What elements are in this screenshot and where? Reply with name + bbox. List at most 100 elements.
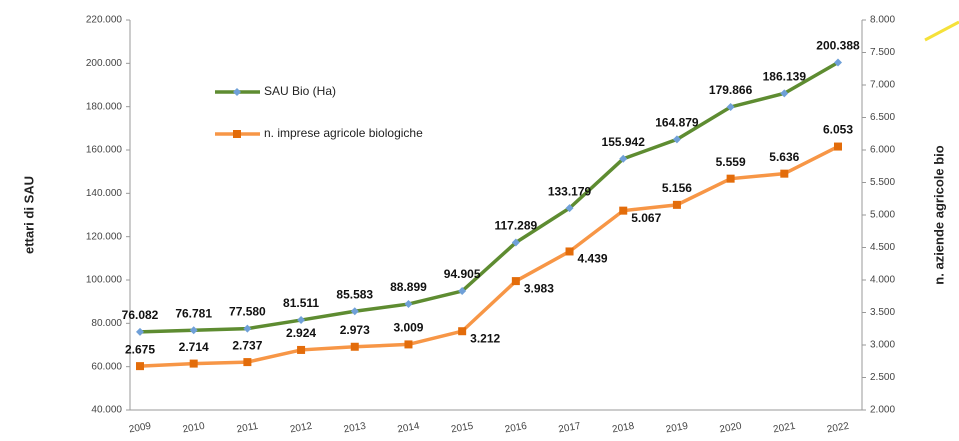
marker [136,362,144,371]
marker [243,324,252,333]
marker [511,238,520,247]
data-label: 81.511 [283,296,319,310]
marker [619,154,628,163]
data-label: 2.737 [232,338,262,352]
marker [672,135,681,144]
legend-marker [233,130,241,138]
x-tick-label: 2012 [289,421,313,436]
x-tick-label: 2018 [611,421,635,436]
data-label: 5.636 [769,150,799,164]
data-label: 88.899 [390,280,427,294]
y-tick-label: 200.000 [86,58,123,69]
marker [780,169,789,178]
y-tick-label: 60.000 [91,361,122,372]
x-tick-label: 2009 [128,421,152,436]
x-tick-label: 2020 [719,421,743,436]
marker [458,327,467,336]
data-label: 94.905 [444,267,481,281]
y2-tick-label: 5.000 [870,210,895,221]
y2-tick-label: 2.000 [870,405,895,416]
x-tick-label: 2017 [558,421,582,436]
marker [780,89,789,98]
data-label: 2.924 [286,326,316,340]
data-label: 85.583 [336,287,373,301]
data-label: 179.866 [709,83,753,97]
data-label: 77.580 [229,305,266,319]
y-tick-label: 120.000 [86,231,123,242]
legend-label: n. imprese agricole biologiche [264,126,423,140]
y2-tick-label: 7.500 [870,47,895,58]
x-tick-label: 2021 [772,421,796,436]
marker [834,58,842,67]
x-tick-label: 2019 [665,421,689,436]
marker [619,206,628,215]
y2-axis-label: n. aziende agricole bio [931,145,946,284]
data-label: 5.156 [662,181,692,195]
data-label: 117.289 [494,219,537,233]
marker [511,277,520,286]
marker [350,342,359,351]
data-label: 5.559 [716,155,746,169]
series-line [139,144,839,368]
data-label: 5.067 [631,211,661,225]
data-label: 2.973 [340,323,370,337]
y-tick-label: 220.000 [86,15,123,26]
data-label: 3.212 [470,331,500,345]
data-label: 4.439 [578,252,608,266]
data-label: 155.942 [602,135,646,149]
x-tick-label: 2013 [343,421,367,436]
series-line [139,60,839,334]
y-tick-label: 100.000 [86,275,123,286]
marker [297,345,306,354]
y-tick-label: 180.000 [86,101,123,112]
marker [458,287,467,296]
marker [834,142,842,151]
data-label: 186.139 [763,70,807,84]
x-tick-label: 2022 [826,421,850,436]
data-label: 3.983 [524,281,554,295]
marker [243,358,252,367]
data-label: 76.082 [122,308,159,322]
y2-tick-label: 8.000 [870,15,895,26]
marker [136,327,144,336]
y2-tick-label: 4.000 [870,275,895,286]
data-label: 200.388 [816,39,860,53]
y-tick-label: 40.000 [91,405,122,416]
y2-tick-label: 6.000 [870,145,895,156]
x-tick-label: 2014 [397,421,421,436]
data-label: 164.879 [655,116,699,130]
marker [404,340,413,349]
y-tick-label: 140.000 [86,188,123,199]
marker [726,102,735,111]
legend-marker [233,88,241,96]
marker [189,359,198,368]
y2-tick-label: 5.500 [870,177,895,188]
marker [726,174,735,183]
data-label: 133.179 [548,184,592,198]
y-tick-label: 160.000 [86,145,123,156]
y2-tick-label: 6.500 [870,112,895,123]
marker [350,307,359,316]
y2-tick-label: 2.500 [870,372,895,383]
y2-tick-label: 4.500 [870,242,895,253]
marker [565,204,574,213]
data-label: 3.009 [393,321,423,335]
x-tick-label: 2015 [450,421,474,436]
data-label: 2.675 [125,342,155,356]
marker [189,326,198,335]
data-label: 6.053 [823,123,853,137]
x-tick-label: 2016 [504,421,528,436]
y-tick-label: 80.000 [91,318,122,329]
marker [565,247,574,256]
marker [404,300,413,309]
y2-tick-label: 3.500 [870,307,895,318]
x-tick-label: 2011 [236,421,260,436]
x-tick-label: 2010 [182,421,206,436]
y-axis-label: ettari di SAU [21,176,36,254]
data-label: 76.781 [175,306,212,320]
marker [297,316,306,325]
y2-tick-label: 7.000 [870,80,895,91]
marker [672,200,681,209]
decoration [924,20,959,42]
